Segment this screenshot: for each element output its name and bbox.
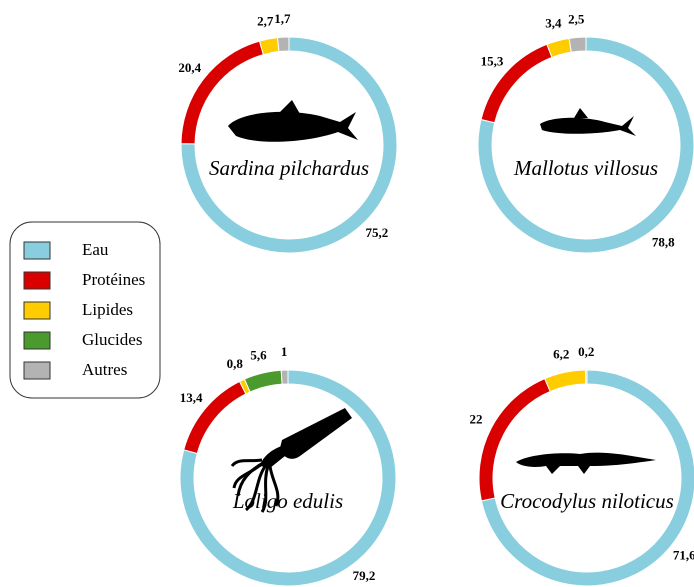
legend-swatch	[23, 361, 51, 380]
legend-box	[9, 221, 161, 399]
value-label: 20,4	[178, 60, 201, 75]
value-label: 3,4	[545, 15, 562, 30]
value-label: 2,5	[568, 11, 585, 26]
donut-segment	[546, 37, 572, 59]
legend-swatch	[23, 271, 51, 290]
value-label: 0,8	[227, 356, 244, 371]
value-label: 15,3	[481, 54, 504, 69]
value-label: 0,2	[578, 344, 594, 359]
capelin-icon	[540, 108, 636, 136]
value-label: 6,2	[553, 347, 569, 362]
value-label: 79,2	[353, 568, 376, 583]
chart-title: Loligo edulis	[232, 489, 343, 513]
donut-segment	[280, 369, 289, 385]
donut-segment	[243, 369, 283, 393]
donut-segment	[179, 369, 397, 587]
chart-title: Crocodylus niloticus	[500, 489, 674, 513]
donut-chart: 79,2 13,4 0,8 5,6 1	[179, 344, 397, 587]
donut-segment	[276, 36, 290, 53]
squid-icon	[230, 408, 352, 513]
value-label: 13,4	[180, 390, 203, 405]
legend-swatch	[23, 331, 51, 350]
value-label: 78,8	[652, 234, 675, 249]
value-label: 75,2	[365, 225, 388, 240]
legend-label: Eau	[82, 240, 109, 259]
value-label: 2,7	[257, 13, 274, 28]
value-label: 1	[281, 344, 288, 359]
legend-swatch	[23, 241, 51, 260]
value-label: 1,7	[274, 11, 291, 26]
chart-title: Mallotus villosus	[513, 156, 658, 180]
donut-segment	[568, 36, 587, 53]
value-label: 5,6	[250, 348, 267, 363]
crocodile-icon	[516, 452, 656, 474]
donut-segment	[258, 37, 280, 56]
legend-label: Protéines	[82, 270, 145, 289]
legend-swatch	[23, 301, 51, 320]
donut-segment	[544, 369, 587, 393]
donut-chart: 71,6 22 6,2 0,2	[469, 344, 694, 587]
legend-label: Glucides	[82, 330, 142, 349]
donut-chart: 75,2 20,4 2,7 1,7	[178, 11, 398, 254]
donut-segment	[180, 36, 398, 254]
legend-label: Lipides	[82, 300, 133, 319]
sardine-icon	[228, 100, 358, 142]
donut-segment	[585, 369, 588, 385]
value-label: 71,6	[673, 547, 694, 562]
legend-label: Autres	[82, 360, 127, 379]
value-label: 22	[469, 412, 482, 427]
donut-segment	[478, 377, 551, 502]
chart-title: Sardina pilchardus	[209, 156, 369, 180]
donut-chart: 78,8 15,3 3,4 2,5	[477, 11, 694, 254]
